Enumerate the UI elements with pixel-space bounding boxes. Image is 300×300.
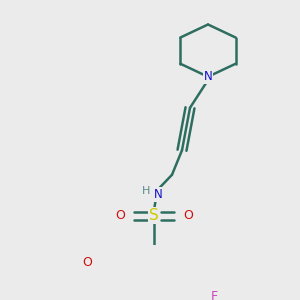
Text: O: O <box>83 256 93 268</box>
Text: N: N <box>154 188 162 201</box>
Text: S: S <box>149 208 159 223</box>
Text: O: O <box>115 209 125 222</box>
Text: O: O <box>183 209 193 222</box>
Text: F: F <box>211 290 218 300</box>
Text: N: N <box>204 70 212 83</box>
Text: H: H <box>142 186 150 196</box>
